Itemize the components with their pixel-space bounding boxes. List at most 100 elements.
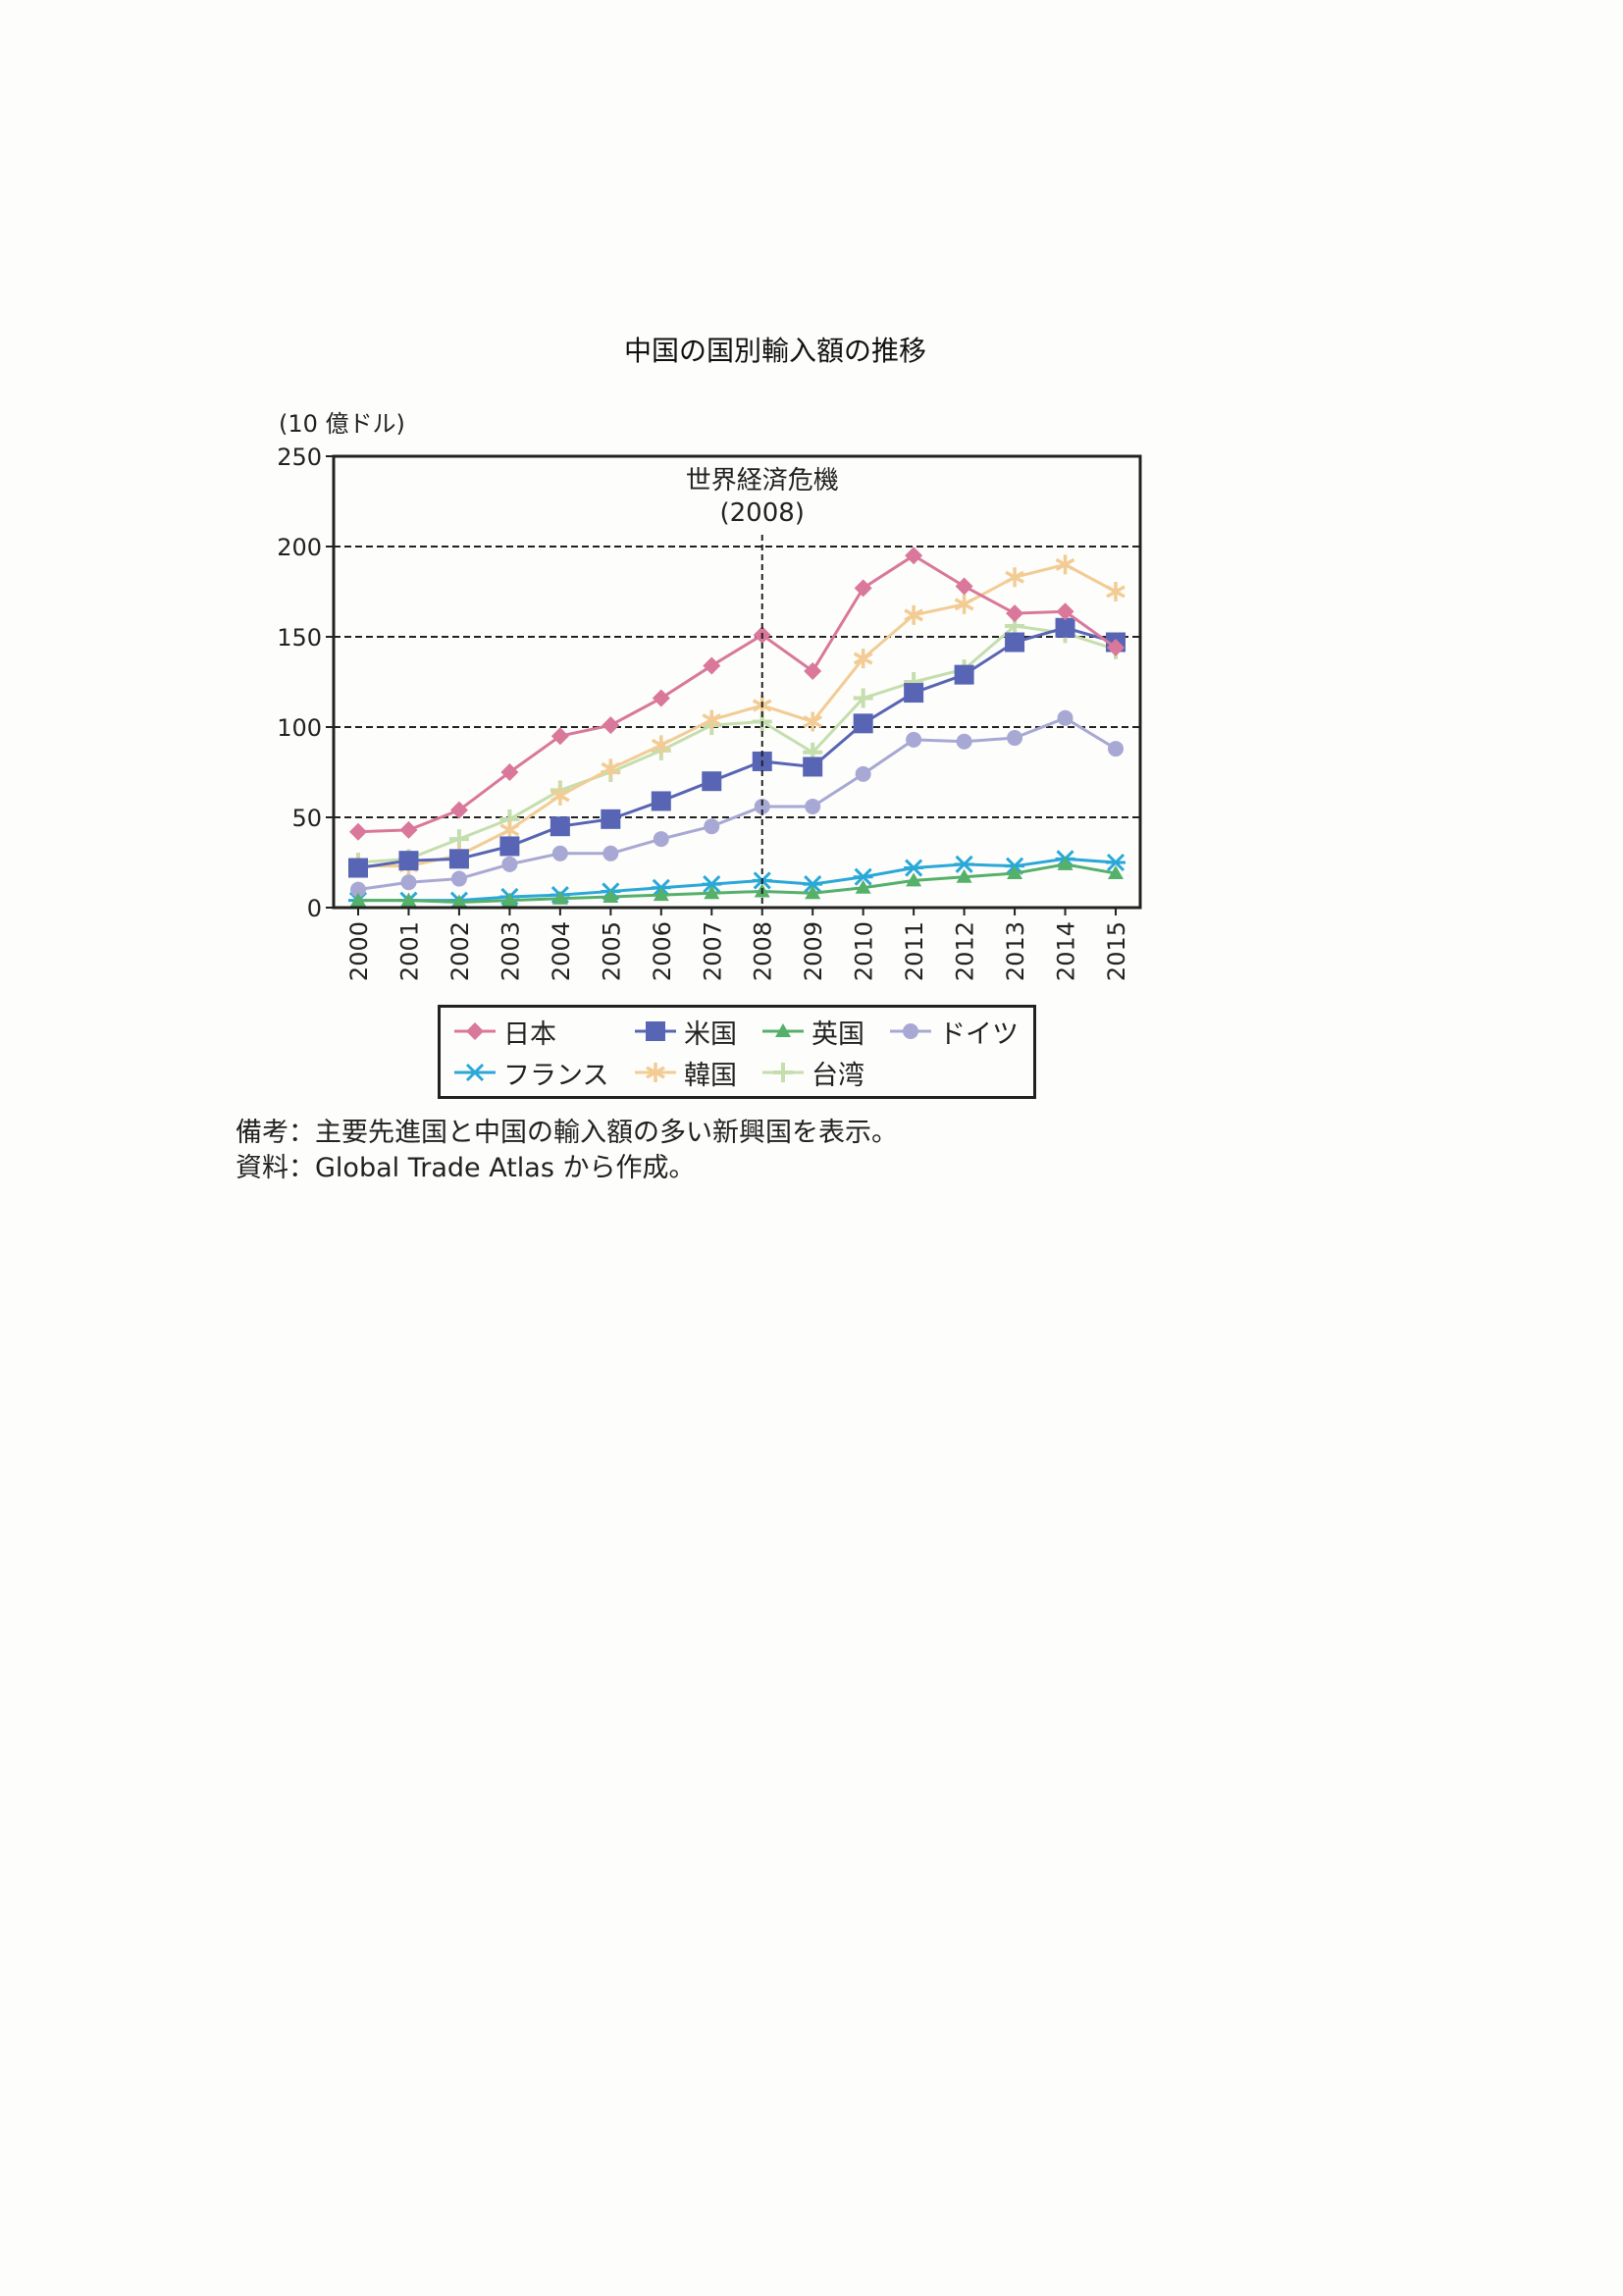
data-point <box>805 798 821 814</box>
data-point <box>956 868 972 883</box>
series-star <box>348 554 1126 876</box>
data-point <box>1106 853 1126 872</box>
data-point <box>853 867 873 886</box>
legend-swatch-marker <box>903 1023 918 1039</box>
series-circle <box>350 709 1124 898</box>
data-point <box>1005 567 1024 588</box>
remarks-note: 備考：主要先進国と中国の輸入額の多い新興国を表示。 <box>236 1118 898 1148</box>
data-point <box>550 727 569 746</box>
data-point <box>400 874 417 891</box>
data-point <box>602 845 619 861</box>
x-tick-label: 2008 <box>750 921 777 981</box>
data-point <box>805 885 821 900</box>
data-point <box>399 820 418 839</box>
data-point <box>703 656 721 675</box>
data-point <box>1057 709 1073 726</box>
data-point <box>400 892 417 907</box>
data-point <box>955 577 973 596</box>
legend-label: 英国 <box>812 1018 864 1050</box>
data-point <box>855 879 871 894</box>
data-point <box>651 735 671 756</box>
data-point <box>853 688 873 708</box>
data-point <box>651 791 671 811</box>
x-tick-label: 2009 <box>800 921 827 981</box>
data-point <box>1006 604 1024 623</box>
data-point <box>551 890 568 905</box>
data-point <box>1005 632 1025 652</box>
legend-swatch-marker <box>466 1022 484 1040</box>
data-point <box>350 892 366 907</box>
data-point <box>501 892 518 907</box>
annotation-line-1: 世界経済危機 <box>686 466 839 496</box>
x-tick-label: 2007 <box>699 921 726 981</box>
x-tick-label: 2010 <box>851 921 878 981</box>
plot-frame <box>332 454 1142 910</box>
series-line-star <box>358 562 1117 868</box>
legend-label: フランス <box>503 1060 609 1091</box>
data-point <box>904 604 923 625</box>
legend-swatch-marker <box>646 1063 665 1082</box>
series-line-triangle <box>358 862 1117 904</box>
legend-label: 日本 <box>503 1018 556 1050</box>
x-tick-label: 2001 <box>395 921 423 981</box>
data-point <box>855 765 871 782</box>
y-tick-label: 100 <box>277 714 322 742</box>
data-point <box>904 859 924 877</box>
data-point <box>1108 741 1124 757</box>
legend-item: フランス <box>452 1055 609 1091</box>
data-point <box>702 771 722 792</box>
data-point <box>1106 582 1126 601</box>
legend-label: 台湾 <box>812 1060 864 1091</box>
data-point <box>449 801 468 819</box>
data-point <box>652 689 670 707</box>
legend-swatch <box>635 1021 676 1041</box>
data-point <box>906 731 922 748</box>
data-point <box>702 875 722 894</box>
data-point <box>501 856 518 872</box>
data-point <box>1057 856 1073 870</box>
axis-ticks: 0 50 100 150 200 250 2000 2001 2002 2003 2004 2005 2… <box>277 444 1130 981</box>
data-point <box>348 858 368 878</box>
line-chart: 0 50 100 150 200 250 2000 2001 2002 2003 2004 2005 2… <box>277 410 1142 981</box>
y-tick-label: 250 <box>277 444 322 471</box>
data-point <box>906 872 922 887</box>
legend-swatch-marker <box>775 1023 791 1037</box>
legend-item: ドイツ <box>888 1014 1019 1050</box>
series-triangle <box>350 856 1124 909</box>
legend-item: 日本 <box>452 1014 556 1050</box>
legend-swatch-marker <box>646 1021 665 1041</box>
data-point <box>1007 730 1023 747</box>
legend-item: 米国 <box>633 1014 737 1050</box>
x-tick-label: 2014 <box>1053 921 1080 981</box>
x-tick-label: 2002 <box>446 921 474 981</box>
data-point <box>550 785 570 806</box>
data-point <box>448 849 469 869</box>
data-point <box>653 831 669 848</box>
y-tick-label: 0 <box>307 895 322 922</box>
data-point <box>704 885 720 900</box>
legend-swatch-marker <box>773 1063 793 1082</box>
y-axis-unit-label: (10 億ドル) <box>279 410 405 438</box>
x-tick-label: 2011 <box>901 921 928 981</box>
data-point <box>601 758 621 779</box>
x-tick-label: 2006 <box>649 921 676 981</box>
data-point <box>803 711 823 732</box>
legend-label: ドイツ <box>939 1018 1019 1050</box>
grid-lines <box>334 546 1140 818</box>
legend-swatch <box>890 1023 931 1039</box>
data-point <box>803 875 823 894</box>
data-point <box>1107 639 1125 657</box>
series-layer <box>348 547 1126 910</box>
chart-title: 中国の国別輸入額の推移 <box>623 335 926 367</box>
data-point <box>954 664 974 685</box>
x-tick-label: 2004 <box>548 921 575 981</box>
x-tick-label: 2013 <box>1002 921 1029 981</box>
data-point <box>704 818 720 835</box>
data-point <box>602 888 619 903</box>
data-point <box>1056 602 1074 621</box>
data-point <box>954 855 974 873</box>
legend-item: 韓国 <box>633 1055 737 1091</box>
data-point <box>803 757 823 777</box>
data-point <box>804 661 822 680</box>
series-line-diamond <box>357 553 1117 834</box>
